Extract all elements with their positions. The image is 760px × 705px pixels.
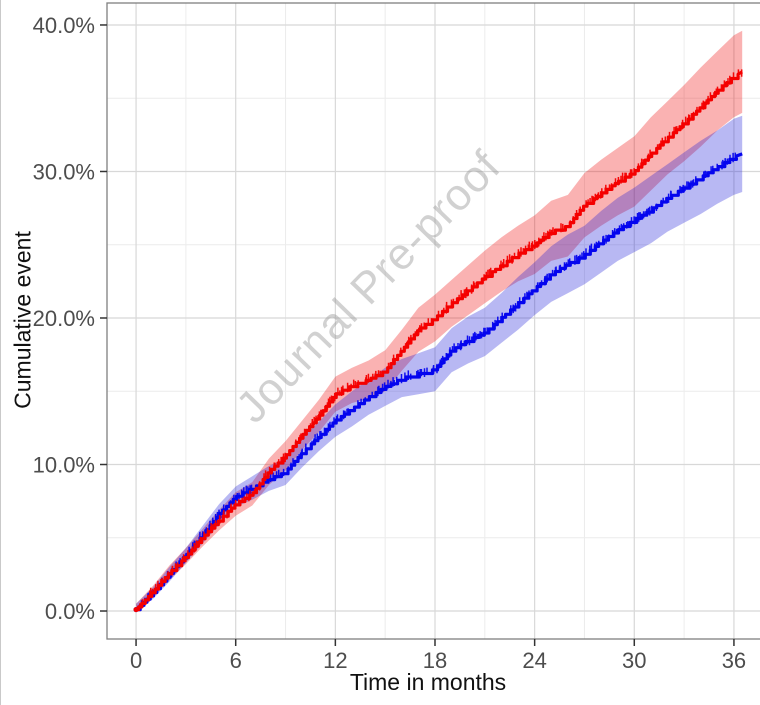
y-axis-title: Cumulative event	[9, 231, 36, 409]
x-tick-label: 6	[230, 648, 242, 673]
x-tick-label: 30	[622, 648, 646, 673]
panel-border	[106, 2, 760, 640]
censor-marks-group-red	[139, 69, 743, 609]
x-tick-label: 18	[423, 648, 447, 673]
x-axis-title: Time in months	[349, 669, 507, 695]
ci-band-group-blue	[136, 115, 743, 612]
y-tick-label: 0.0%	[45, 599, 95, 624]
y-tick-label: 40.0%	[33, 13, 95, 38]
x-tick-label: 24	[522, 648, 546, 673]
curve-group-red	[136, 70, 743, 612]
x-tick-label: 12	[323, 648, 347, 673]
ci-band-group-red	[136, 30, 743, 612]
x-tick-label: 36	[722, 648, 746, 673]
y-tick-label: 20.0%	[33, 306, 95, 331]
y-tick-label: 10.0%	[33, 453, 95, 478]
x-tick-label: 0	[130, 648, 142, 673]
y-tick-label: 30.0%	[33, 159, 95, 184]
curve-start-group-red	[133, 606, 139, 613]
